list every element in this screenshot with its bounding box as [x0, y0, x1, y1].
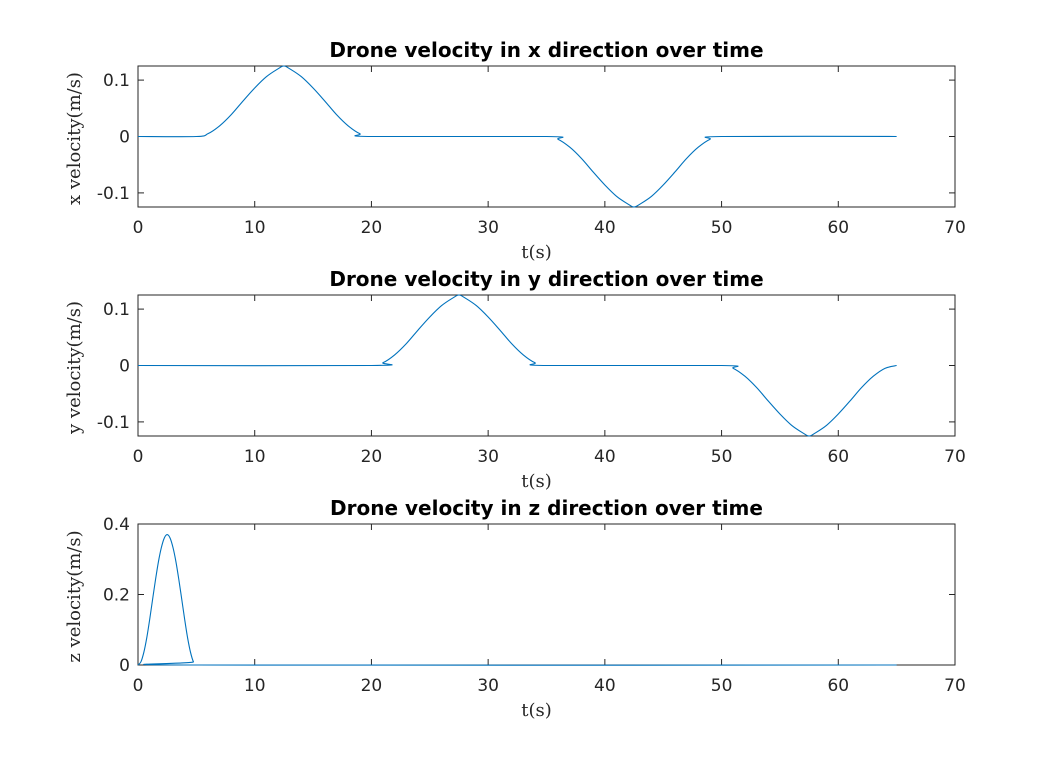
z-velocity-chart: Drone velocity in z direction over time 0…	[64, 496, 966, 721]
y-x-tick-label: 70	[944, 447, 966, 467]
z-x-axis-label: t(s)	[521, 700, 552, 721]
x-x-tick-label: 50	[711, 218, 733, 238]
y-x-tick-label: 20	[361, 447, 383, 467]
y-y-tick-label: 0	[119, 357, 130, 377]
x-x-tick-label: 20	[361, 218, 383, 238]
y-x-tick-label: 10	[244, 447, 266, 467]
z-y-tick-label: 0	[119, 656, 130, 676]
y-x-tick-label: 60	[827, 447, 849, 467]
z-x-tick-label: 40	[594, 676, 616, 696]
y-x-tick-label: 30	[477, 447, 499, 467]
x-y-axis-label: x velocity(m/s)	[64, 72, 85, 205]
x-x-tick-label: 0	[133, 218, 144, 238]
x-x-tick-label: 70	[944, 218, 966, 238]
x-x-tick-label: 60	[827, 218, 849, 238]
z-y-tick-label: 0.4	[103, 515, 130, 535]
y-velocity-chart: Drone velocity in y direction over time 0…	[64, 267, 966, 492]
x-y-tick-label: 0	[119, 128, 130, 148]
z-y-tick-label: 0.2	[103, 586, 130, 606]
z-x-tick-label: 60	[827, 676, 849, 696]
z-x-tick-label: 70	[944, 676, 966, 696]
z-x-tick-label: 20	[361, 676, 383, 696]
y-x-tick-label: 40	[594, 447, 616, 467]
z-x-tick-label: 30	[477, 676, 499, 696]
x-x-tick-label: 10	[244, 218, 266, 238]
x-y-tick-label: -0.1	[97, 184, 130, 204]
y-x-tick-label: 50	[711, 447, 733, 467]
z-axes-box	[138, 524, 955, 665]
x-x-tick-label: 40	[594, 218, 616, 238]
y-y-axis-label: y velocity(m/s)	[64, 301, 85, 435]
x-chart-title: Drone velocity in x direction over time	[329, 38, 763, 62]
y-chart-title: Drone velocity in y direction over time	[329, 267, 763, 291]
x-velocity-chart: Drone velocity in x direction over time 0…	[64, 38, 966, 263]
y-x-axis-label: t(s)	[521, 471, 552, 492]
y-y-tick-label: -0.1	[97, 413, 130, 433]
y-x-tick-label: 0	[133, 447, 144, 467]
z-x-tick-label: 10	[244, 676, 266, 696]
x-x-axis-label: t(s)	[521, 242, 552, 263]
z-y-axis-label: z velocity(m/s)	[64, 530, 85, 662]
y-y-tick-label: 0.1	[103, 300, 130, 320]
z-x-tick-label: 0	[133, 676, 144, 696]
z-x-tick-label: 50	[711, 676, 733, 696]
x-y-tick-label: 0.1	[103, 71, 130, 91]
x-x-tick-label: 30	[477, 218, 499, 238]
z-chart-title: Drone velocity in z direction over time	[330, 496, 763, 520]
